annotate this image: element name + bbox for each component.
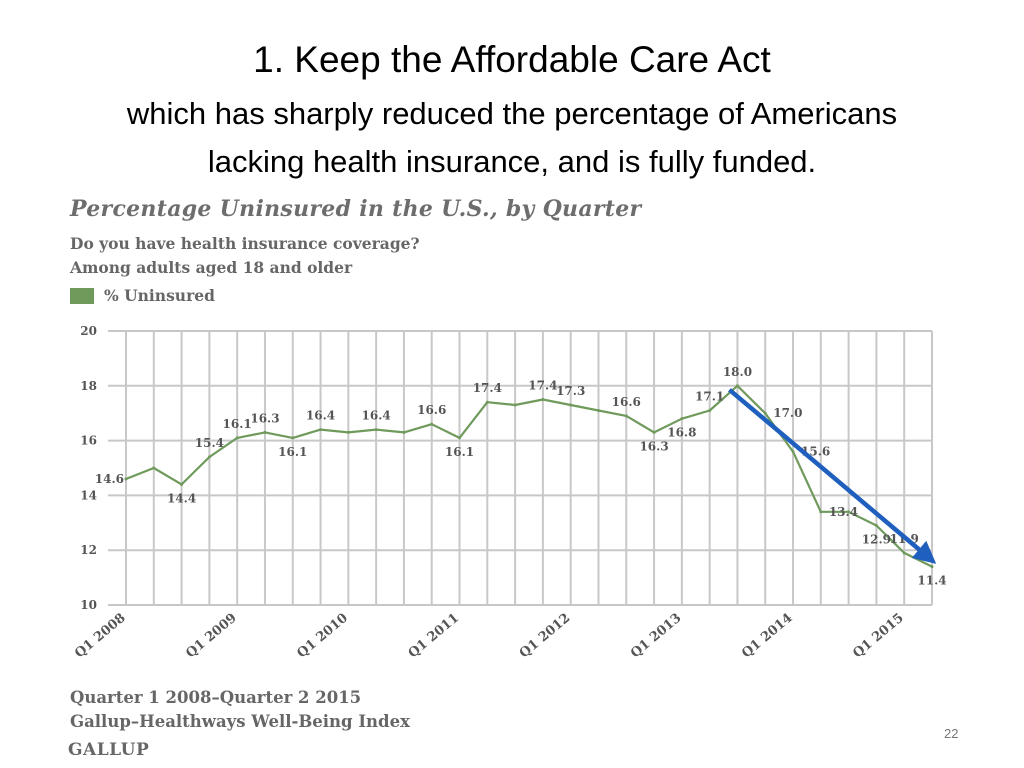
data-point: [152, 466, 156, 470]
data-point: [763, 411, 767, 415]
data-label: 14.6: [95, 472, 124, 486]
data-label: 16.4: [362, 409, 391, 423]
series-line: [125, 384, 933, 568]
data-label: 18.0: [723, 365, 752, 379]
legend-swatch: [70, 287, 94, 304]
data-point: [847, 510, 851, 514]
data-point: [652, 430, 656, 434]
y-tick-label: 12: [80, 543, 97, 557]
trend-arrow: [727, 388, 937, 564]
data-point: [124, 477, 128, 481]
y-tick-label: 16: [80, 434, 97, 448]
data-point: [624, 414, 628, 418]
data-label: 17.4: [528, 379, 557, 393]
chart-question: Do you have health insurance coverage? A…: [70, 232, 420, 280]
page-number: 22: [944, 726, 959, 741]
x-tick-label: Q1 2008: [72, 611, 128, 662]
subtitle-line-1: which has sharply reduced the percentage…: [126, 96, 898, 131]
data-point: [791, 450, 795, 454]
data-point: [485, 400, 489, 404]
data-point: [819, 510, 823, 514]
x-tick-label: Q1 2014: [739, 611, 795, 662]
data-point: [930, 565, 934, 569]
data-point: [596, 408, 600, 412]
data-label: 14.4: [167, 491, 196, 505]
data-point: [708, 408, 712, 412]
chart-question-text: Do you have health insurance coverage?: [70, 234, 420, 253]
y-tick-label: 10: [80, 598, 97, 612]
data-point: [874, 524, 878, 528]
legend-label: % Uninsured: [104, 286, 215, 305]
data-label: 17.1: [695, 389, 724, 403]
data-point: [374, 428, 378, 432]
chart-title: Percentage Uninsured in the U.S., by Qua…: [70, 196, 642, 222]
data-label: 13.4: [829, 505, 858, 519]
chart-legend: % Uninsured: [70, 286, 215, 305]
data-label: 12.9: [862, 533, 891, 547]
subtitle-line-2: lacking health insurance, and is fully f…: [207, 144, 817, 179]
slide-subtitle: which has sharply reduced the percentage…: [20, 90, 1004, 186]
data-label: 16.1: [445, 445, 474, 459]
data-point: [541, 398, 545, 401]
data-point: [346, 430, 350, 434]
data-point: [402, 430, 406, 434]
y-tick-label: 18: [80, 379, 97, 393]
data-point: [235, 436, 239, 440]
y-tick-label: 20: [80, 324, 97, 338]
x-tick-label: Q1 2010: [294, 611, 350, 662]
data-point: [458, 436, 462, 440]
x-tick-label: Q1 2013: [628, 611, 684, 662]
data-label: 17.4: [473, 381, 502, 395]
gallup-logo: GALLUP: [68, 740, 150, 760]
data-label: 16.3: [250, 411, 279, 425]
data-point: [263, 430, 267, 434]
data-label: 16.1: [278, 445, 307, 459]
data-point: [902, 551, 906, 555]
data-label: 16.4: [306, 409, 335, 423]
data-label: 17.3: [556, 384, 585, 398]
chart-population-text: Among adults aged 18 and older: [70, 258, 353, 277]
data-point: [513, 403, 517, 407]
x-tick-label: Q1 2009: [183, 611, 239, 662]
data-point: [680, 417, 684, 421]
data-label: 16.8: [667, 426, 696, 440]
data-label: 16.1: [223, 417, 252, 431]
data-point: [207, 455, 211, 459]
x-tick-label: Q1 2012: [517, 611, 573, 662]
data-label: 17.0: [773, 406, 802, 420]
data-label: 16.6: [417, 403, 446, 417]
data-point: [291, 436, 295, 440]
x-tick-label: Q1 2015: [850, 611, 906, 662]
data-label: 15.4: [195, 436, 224, 450]
data-point: [430, 422, 434, 426]
data-point: [569, 403, 573, 407]
data-label: 16.6: [612, 395, 641, 409]
data-point: [180, 482, 184, 486]
slide-title: 1. Keep the Affordable Care Act: [253, 39, 771, 80]
data-point: [319, 428, 323, 432]
y-tick-label: 14: [80, 488, 97, 502]
footer-source: Gallup–Healthways Well-Being Index: [70, 712, 410, 731]
data-label: 16.3: [639, 439, 668, 453]
data-label: 11.4: [917, 574, 946, 588]
x-tick-label: Q1 2011: [406, 611, 462, 662]
data-point: [735, 384, 739, 388]
chart-footer: Quarter 1 2008–Quarter 2 2015 Gallup–Hea…: [70, 686, 410, 734]
footer-range: Quarter 1 2008–Quarter 2 2015: [70, 688, 362, 707]
